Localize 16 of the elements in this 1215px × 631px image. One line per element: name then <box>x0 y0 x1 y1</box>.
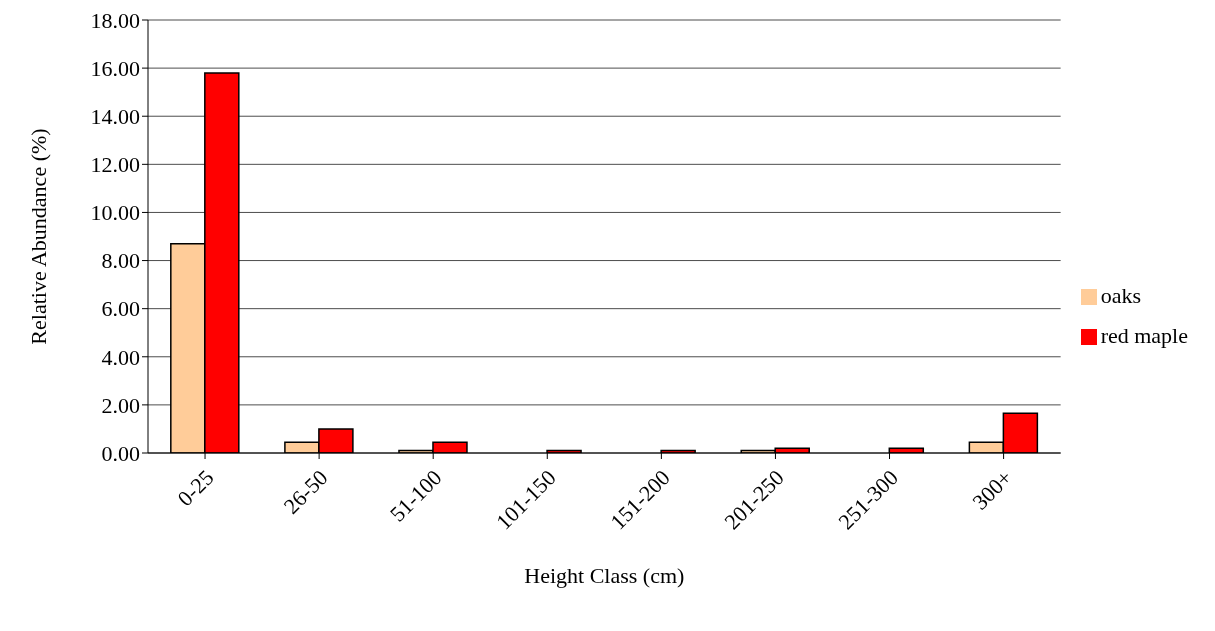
y-tick-label: 0.00 <box>101 440 140 466</box>
y-tick-label: 16.00 <box>90 55 140 81</box>
y-tick-label: 6.00 <box>101 296 140 322</box>
y-tick-label: 18.00 <box>90 7 140 33</box>
y-tick-label: 14.00 <box>90 104 140 130</box>
y-tick-label: 2.00 <box>101 392 140 418</box>
x-tick-label: 0-25 <box>172 464 219 511</box>
legend-label: oaks <box>1100 282 1141 308</box>
y-tick-label: 12.00 <box>90 152 140 178</box>
y-tick-label: 8.00 <box>101 248 140 274</box>
legend-label: red maple <box>1100 322 1188 348</box>
x-axis-title: Height Class (cm) <box>524 563 685 588</box>
y-axis-title: Relative Abundance (%) <box>25 128 51 345</box>
x-tick-label: 300+ <box>967 464 1018 515</box>
y-tick-label: 10.00 <box>90 200 140 226</box>
y-tick-label: 4.00 <box>101 344 140 370</box>
